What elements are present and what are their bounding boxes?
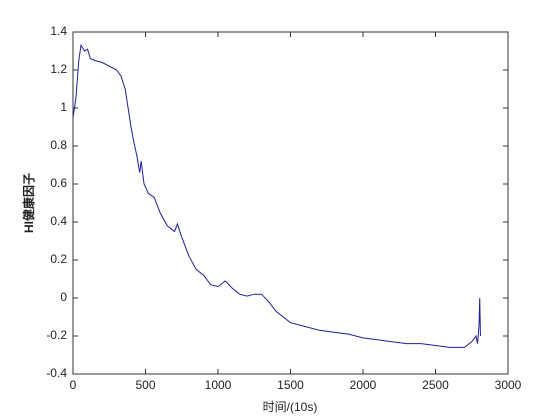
x-tick-label: 2500	[422, 378, 449, 392]
y-tick-label: 0.8	[50, 138, 67, 152]
x-tick-label: 0	[70, 378, 77, 392]
x-tick-label: 3000	[495, 378, 522, 392]
y-tick-label: 0.6	[50, 176, 67, 190]
y-tick-label: -0.4	[46, 366, 67, 380]
x-tick-label: 1500	[277, 378, 304, 392]
y-tick-label: 0.4	[50, 214, 67, 228]
y-tick-label: 1.4	[50, 24, 67, 38]
x-tick-label: 2000	[350, 378, 377, 392]
y-tick-label: 0	[60, 290, 67, 304]
y-tick-label: 1.2	[50, 62, 67, 76]
data-line	[72, 43, 481, 348]
x-tick-label: 500	[135, 378, 155, 392]
y-axis-label: HI健康因子	[21, 173, 36, 233]
y-tick-label: 1	[60, 100, 67, 114]
x-axis-label: 时间/(10s)	[263, 400, 318, 414]
y-tick-label: 0.2	[50, 252, 67, 266]
x-tick-label: 1000	[205, 378, 232, 392]
y-tick-label: -0.2	[46, 328, 67, 342]
